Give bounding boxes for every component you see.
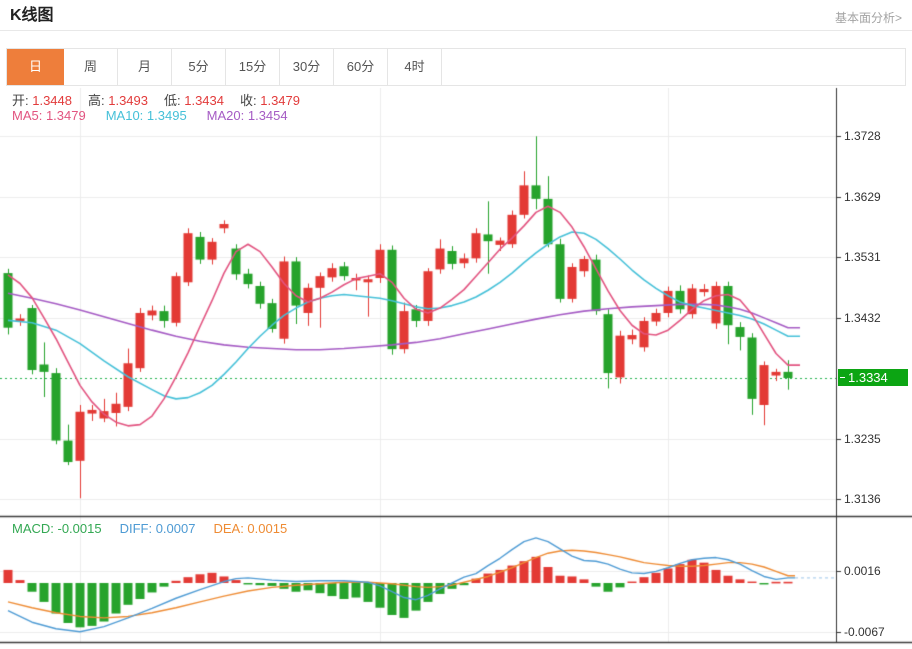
price-axis-label: 1.3432	[844, 310, 881, 325]
ohlc-open: 开: 1.3448	[12, 93, 72, 108]
price-axis-label: 1.3235	[844, 431, 881, 446]
chart-canvas[interactable]	[0, 86, 912, 649]
tab-月[interactable]: 月	[118, 49, 172, 85]
price-axis-label: 1.3629	[844, 190, 881, 205]
page-title: K线图	[10, 7, 54, 24]
page-header: K线图 基本面分析>	[0, 0, 912, 31]
tab-周[interactable]: 周	[64, 49, 118, 85]
tab-30分[interactable]: 30分	[280, 49, 334, 85]
interval-tabbar: 日周月 5分 15分 30分 60分 4时	[6, 48, 906, 86]
current-price-tag: 1.3334	[838, 369, 908, 386]
tab-15分[interactable]: 15分	[226, 49, 280, 85]
dea-legend: DEA: 0.0015	[213, 521, 288, 536]
ohlc-high: 高: 1.3493	[88, 93, 148, 108]
ohlc-low: 低: 1.3434	[164, 93, 224, 108]
ma10-legend: MA10: 1.3495	[105, 108, 187, 123]
macd-legend: MACD: -0.0015	[12, 521, 102, 536]
tab-4时[interactable]: 4时	[388, 49, 442, 85]
tab-5分[interactable]: 5分	[172, 49, 226, 85]
macd-axis-label: 0.0016	[844, 564, 881, 579]
ohlc-readout: 开: 1.3448 高: 1.3493 低: 1.3434 收: 1.3479	[12, 90, 316, 109]
ohlc-close: 收: 1.3479	[240, 93, 300, 108]
kline-chart: 开: 1.3448 高: 1.3493 低: 1.3434 收: 1.3479 MA5…	[0, 86, 912, 649]
price-axis-label: 1.3136	[844, 492, 881, 507]
ma20-legend: MA20: 1.3454	[206, 108, 288, 123]
tab-日[interactable]: 日	[7, 49, 64, 85]
fundamental-analysis-link[interactable]: 基本面分析>	[834, 11, 902, 25]
macd-legend: MACD: -0.0015 DIFF: 0.0007 DEA: 0.0015	[12, 521, 305, 536]
price-axis-label: 1.3728	[844, 129, 881, 144]
price-axis-label: 1.3531	[844, 250, 881, 265]
macd-axis-label: -0.0067	[844, 624, 885, 639]
tab-60分[interactable]: 60分	[334, 49, 388, 85]
diff-legend: DIFF: 0.0007	[119, 521, 196, 536]
ma-legend: MA5: 1.3479 MA10: 1.3495 MA20: 1.3454	[12, 108, 308, 123]
ma5-legend: MA5: 1.3479	[12, 108, 86, 123]
